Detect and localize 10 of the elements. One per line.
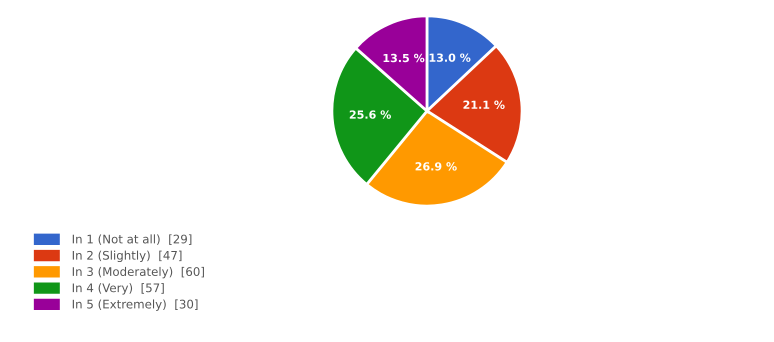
legend-label: In 2 (Slightly) [47] [72,250,182,262]
data-label: 13.5 % [384,54,424,62]
legend-label: In 4 (Very) [57] [72,283,164,295]
data-label: 26.9 % [416,162,457,171]
data-label: 21.1 % [463,100,505,109]
legend-label: In 1 (Not at all) [29] [72,234,192,245]
data-label: 25.6 % [350,110,391,119]
legend-label: In 5 (Extremely) [30] [72,299,198,311]
legend-label: In 3 (Moderately) [60] [72,266,204,278]
data-label: 13.0 % [430,53,470,62]
